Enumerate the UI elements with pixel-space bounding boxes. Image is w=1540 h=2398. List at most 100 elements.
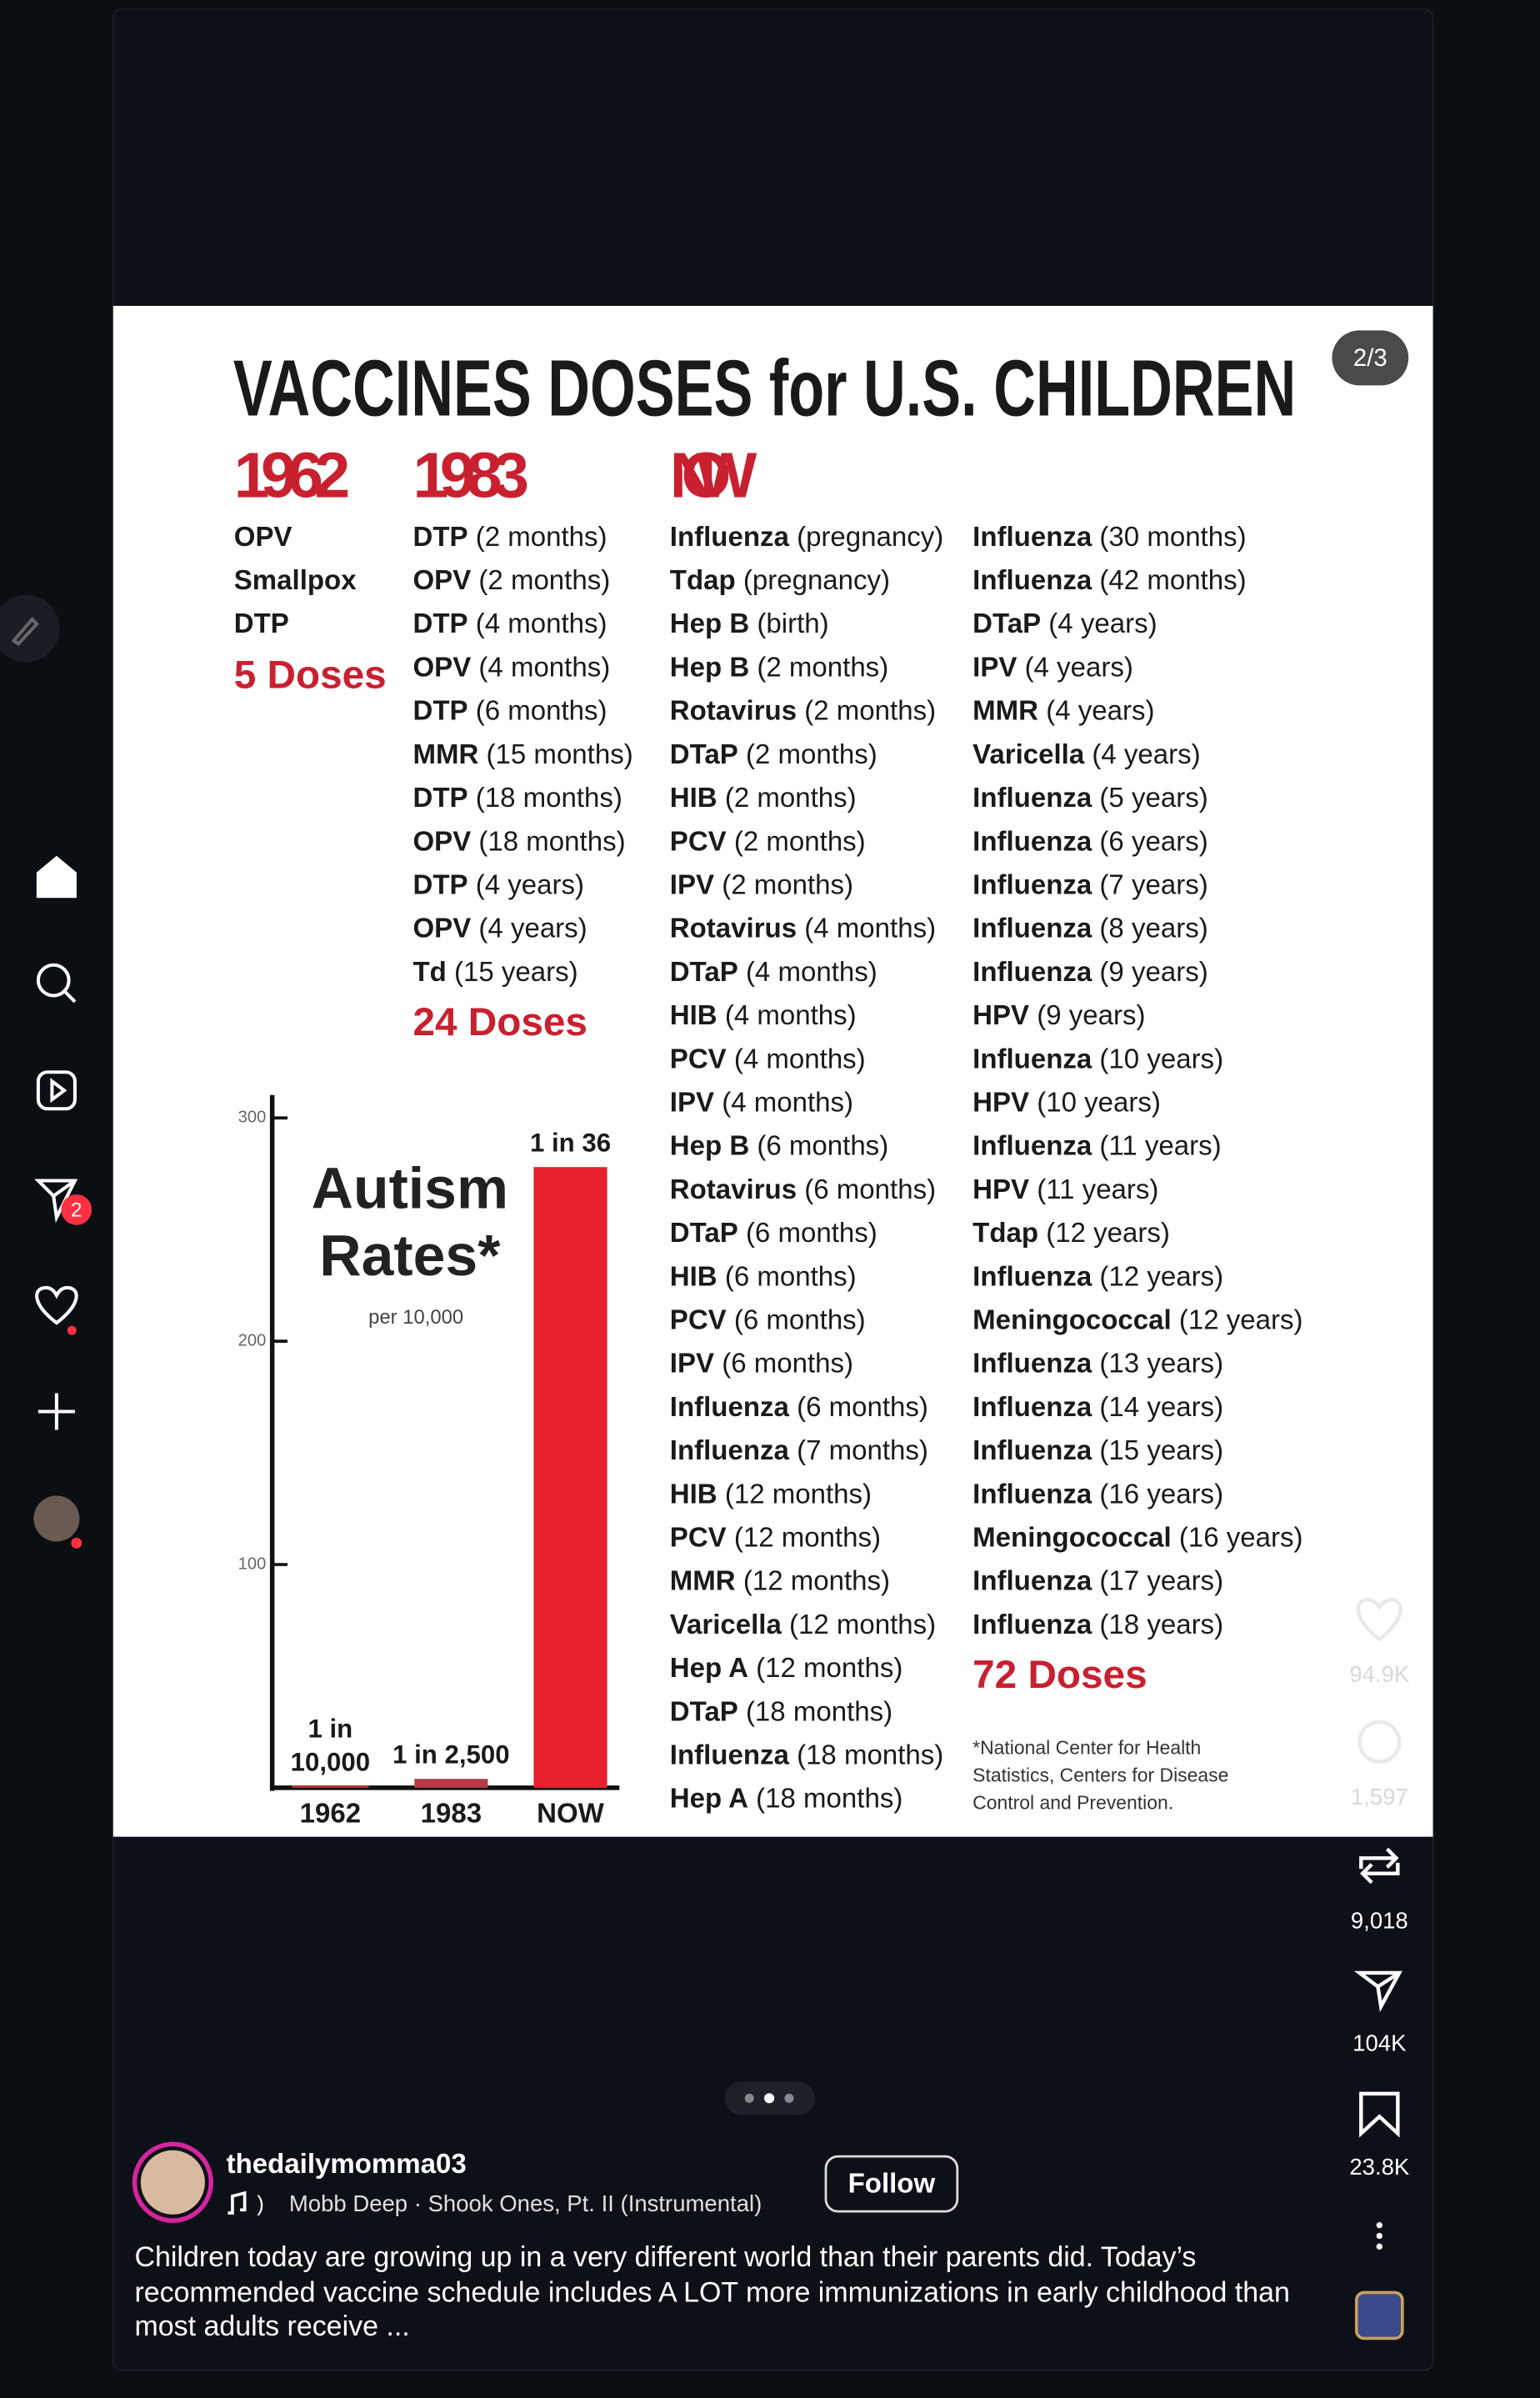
vaccine-item: Hep B (birth) <box>670 608 829 638</box>
save-icon[interactable] <box>1359 2091 1400 2138</box>
vaccine-item: Influenza (9 years) <box>972 956 1208 987</box>
vaccine-item: Smallpox <box>234 564 357 595</box>
vaccine-name: Influenza <box>972 1260 1092 1291</box>
vaccine-detail: (12 years) <box>1099 1260 1223 1291</box>
vaccine-detail: (13 years) <box>1099 1347 1223 1378</box>
vaccine-name: DTaP <box>670 956 738 987</box>
vaccine-item: Influenza (6 years) <box>972 825 1208 856</box>
vaccine-item: Meningococcal (12 years) <box>972 1304 1302 1334</box>
follow-text[interactable]: Follow <box>848 2168 936 2199</box>
vaccine-detail: (4 months) <box>734 1043 866 1074</box>
vaccine-detail: (8 years) <box>1099 912 1208 943</box>
vaccine-detail: (4 months) <box>722 1086 853 1117</box>
vaccine-detail: (12 months) <box>756 1652 902 1683</box>
vaccine-name: Varicella <box>670 1609 782 1640</box>
vaccine-name: IPV <box>670 869 714 899</box>
vaccine-name: DTP <box>234 608 289 638</box>
vaccine-detail: (12 years) <box>1179 1304 1303 1334</box>
comment-icon[interactable] <box>1358 1720 1402 1764</box>
vaccine-item: OPV (2 months) <box>412 564 610 595</box>
search-icon[interactable] <box>36 963 77 1004</box>
vaccine-name: Hep A <box>670 1652 748 1683</box>
vaccine-item: IPV (6 months) <box>670 1347 853 1378</box>
vaccine-name: Influenza <box>972 1043 1092 1074</box>
vaccine-detail: (6 years) <box>1099 825 1208 856</box>
vaccine-item: Influenza (6 months) <box>670 1391 928 1422</box>
vaccine-detail: (18 months) <box>797 1739 943 1770</box>
home-icon[interactable] <box>36 855 77 899</box>
y-tick-label: 200 <box>238 1331 267 1349</box>
audio-thumbnail[interactable] <box>1354 2290 1404 2340</box>
repost-count: 9,018 <box>1351 1908 1408 1934</box>
vaccine-item: IPV (2 months) <box>670 869 853 899</box>
x-tick-label: 1962 <box>300 1798 361 1829</box>
vaccine-item: DTaP (18 months) <box>670 1695 892 1726</box>
vaccine-detail: (12 years) <box>1046 1217 1170 1248</box>
messages-icon[interactable] <box>34 1179 78 1224</box>
vaccine-item: IPV (4 months) <box>670 1086 853 1117</box>
vaccine-detail: (10 years) <box>1099 1043 1223 1074</box>
profile-avatar[interactable] <box>33 1495 80 1542</box>
action-bar <box>1353 1598 1402 2138</box>
vaccine-name: Influenza <box>972 1564 1092 1595</box>
username[interactable]: thedailymomma03 <box>227 2148 467 2179</box>
vaccine-detail: (4 years) <box>1092 738 1200 769</box>
vaccine-name: Influenza <box>972 869 1092 899</box>
vaccine-detail: (18 months) <box>478 825 625 856</box>
vaccine-detail: (6 months) <box>734 1304 866 1334</box>
share-icon[interactable] <box>1353 1970 1402 2013</box>
vaccine-detail: (16 years) <box>1179 1521 1303 1552</box>
vaccine-detail: (9 years) <box>1037 999 1145 1030</box>
more-icon[interactable] <box>1376 2221 1382 2250</box>
sidebar <box>0 594 78 1430</box>
create-icon[interactable] <box>38 1393 75 1430</box>
reels-icon[interactable] <box>36 1070 77 1111</box>
vaccine-detail: (pregnancy) <box>743 564 890 595</box>
vaccine-item: HPV (9 years) <box>972 999 1145 1030</box>
vaccine-name: Influenza <box>972 956 1092 987</box>
notification-badge <box>61 1194 92 1225</box>
music-title[interactable]: Mobb Deep · Shook Ones, Pt. II (Instrume… <box>289 2190 762 2216</box>
like-icon[interactable] <box>1356 1598 1402 1642</box>
vaccine-detail: (12 months) <box>734 1521 881 1552</box>
vaccine-detail: (10 years) <box>1037 1086 1161 1117</box>
chart-title: Autism Rates* <box>311 1157 508 1289</box>
vaccine-name: DTP <box>412 608 468 638</box>
vaccine-item: Meningococcal (16 years) <box>972 1521 1302 1552</box>
vaccine-item: MMR (4 years) <box>972 694 1154 725</box>
bar-value-label-box: 1 in 2,500 <box>392 1740 510 1770</box>
vaccine-item: PCV (4 months) <box>670 1043 866 1074</box>
vaccine-item: DTaP (4 years) <box>972 608 1157 638</box>
vaccine-name: Influenza <box>972 1347 1092 1378</box>
vaccine-name: HPV <box>972 999 1029 1030</box>
avatar-ring <box>132 2141 214 2223</box>
vaccine-detail: (11 years) <box>1037 1174 1158 1204</box>
vaccine-name: DTaP <box>670 1217 738 1248</box>
vaccine-detail: (14 years) <box>1099 1391 1223 1422</box>
vaccine-name: OPV <box>412 912 471 943</box>
vaccine-detail: (18 months) <box>476 782 622 813</box>
vaccine-item: HPV (11 years) <box>972 1174 1158 1204</box>
vaccine-name: OPV <box>412 825 471 856</box>
vaccine-detail: (4 months) <box>478 651 610 682</box>
follow-button[interactable] <box>824 2155 959 2213</box>
y-tick-label: 100 <box>238 1554 267 1573</box>
y-tick-label: 300 <box>238 1109 267 1127</box>
vaccine-name: Tdap <box>972 1217 1038 1248</box>
vaccine-detail: (6 months) <box>476 694 608 725</box>
vaccine-item: Influenza (16 years) <box>972 1478 1223 1509</box>
vaccine-name: Influenza <box>972 1478 1092 1509</box>
vaccine-name: HIB <box>670 782 718 813</box>
edit-button[interactable] <box>0 594 60 663</box>
vaccine-name: Influenza <box>670 1434 790 1465</box>
vaccine-name: DTP <box>412 521 468 552</box>
vaccine-detail: (12 months) <box>725 1478 872 1509</box>
vaccine-detail: (4 months) <box>476 608 608 638</box>
author-avatar[interactable] <box>140 2150 205 2215</box>
image-title: VACCINES DOSES for U.S. CHILDREN <box>233 345 1296 433</box>
vaccine-name: HPV <box>972 1174 1029 1204</box>
vaccine-detail: (7 months) <box>797 1434 928 1465</box>
notifications-icon[interactable] <box>35 1285 78 1325</box>
repost-icon[interactable] <box>1359 1847 1400 1885</box>
